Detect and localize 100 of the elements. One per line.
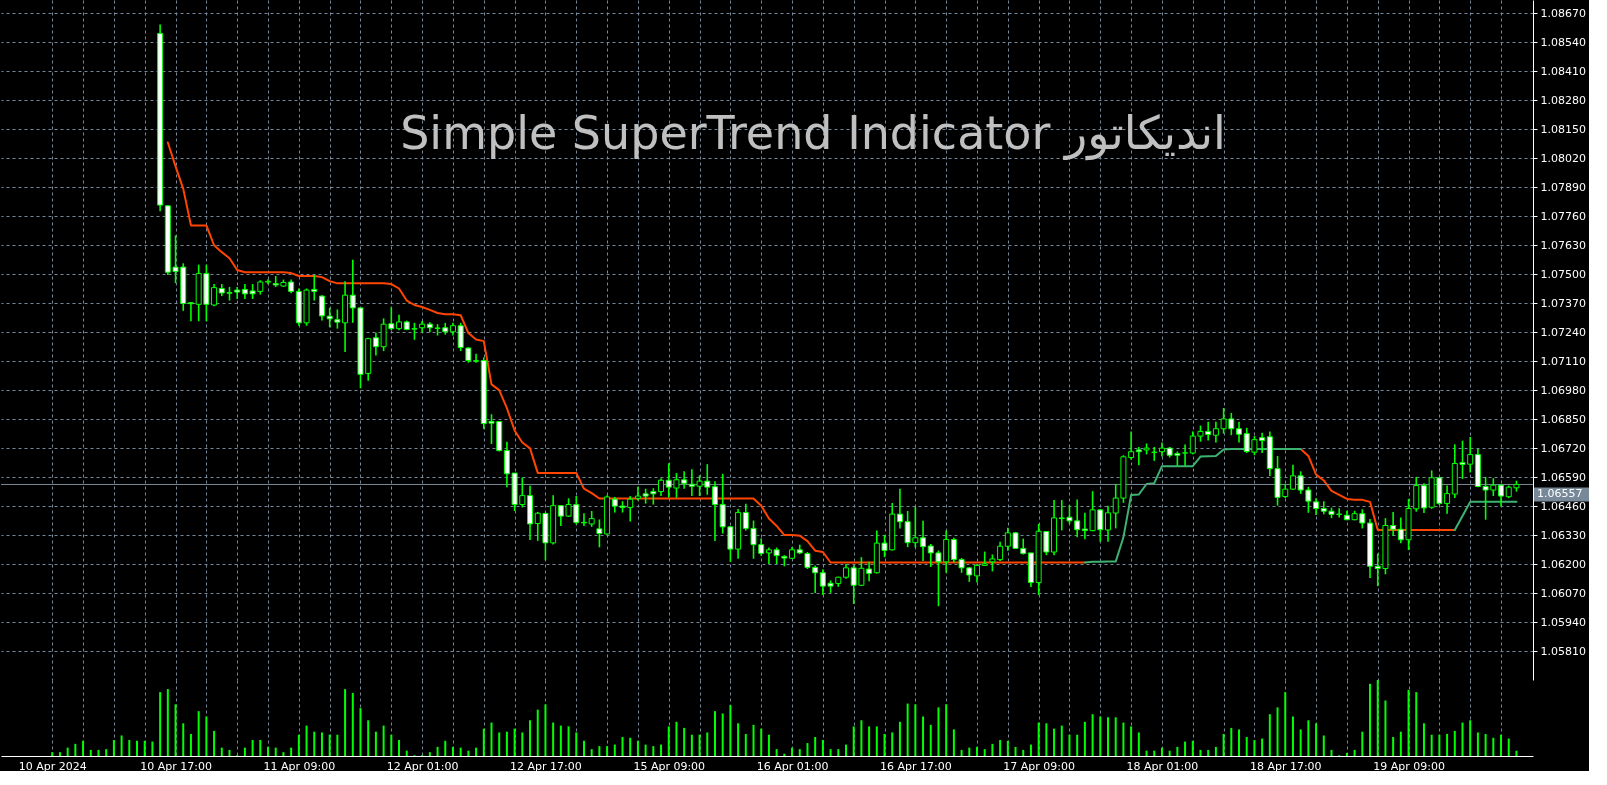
bar: [1407, 689, 1410, 756]
bar: [1222, 733, 1225, 756]
bar: [1476, 732, 1479, 756]
bar: [112, 740, 115, 756]
bar: [829, 749, 832, 756]
bar: [1199, 749, 1202, 756]
bar: [675, 721, 678, 756]
x-tick-label: 18 Apr 17:00: [1249, 759, 1322, 773]
bar: [529, 720, 532, 756]
bar: [143, 740, 146, 756]
bar: [914, 704, 917, 756]
bar: [1384, 700, 1387, 756]
bar: [575, 732, 578, 756]
bar: [313, 731, 316, 756]
bar: [1207, 749, 1210, 756]
bar: [844, 744, 847, 756]
bar: [58, 752, 61, 756]
bar: [960, 749, 963, 756]
bar: [159, 692, 162, 756]
bar: [814, 737, 817, 756]
bar: [860, 720, 863, 756]
bar: [1214, 746, 1217, 756]
candlestick: [318, 294, 325, 322]
bar: [929, 724, 932, 756]
bar: [852, 726, 855, 756]
bar: [683, 727, 686, 756]
bar: [1430, 734, 1433, 756]
bar: [482, 728, 485, 756]
bar: [983, 749, 986, 756]
bar: [1453, 730, 1456, 756]
bar: [1245, 737, 1248, 756]
bar: [328, 734, 331, 756]
bar: [1392, 737, 1395, 756]
bar: [267, 746, 270, 756]
bar: [1315, 723, 1318, 756]
bar: [721, 713, 724, 756]
bar: [220, 747, 223, 756]
bar: [1415, 692, 1418, 756]
bar: [1484, 733, 1487, 756]
bar: [1500, 734, 1503, 756]
bar: [1369, 683, 1372, 756]
bar: [906, 703, 909, 756]
bar: [1461, 722, 1464, 756]
bar: [1361, 731, 1364, 756]
bar: [1184, 741, 1187, 756]
x-tick-label: 16 Apr 17:00: [879, 759, 952, 773]
bar: [1253, 740, 1256, 756]
bar: [513, 728, 516, 756]
bar: [821, 740, 824, 756]
bar: [898, 721, 901, 756]
bar: [1469, 720, 1472, 756]
bar: [660, 744, 663, 756]
bar: [1153, 750, 1156, 756]
x-tick-label: 10 Apr 2024: [18, 759, 87, 773]
bar: [767, 734, 770, 756]
x-tick-label: 11 Apr 09:00: [263, 759, 336, 773]
bar: [744, 733, 747, 756]
bar: [128, 740, 131, 756]
bar: [737, 723, 740, 756]
bar: [120, 735, 123, 756]
bar: [945, 704, 948, 756]
bar: [290, 747, 293, 756]
bar: [760, 728, 763, 756]
bar: [644, 744, 647, 756]
bar: [320, 732, 323, 756]
bar: [336, 734, 339, 756]
bar: [1137, 732, 1140, 756]
bar: [498, 732, 501, 756]
x-tick-label: 10 Apr 17:00: [140, 759, 212, 773]
bar: [213, 730, 216, 756]
bar: [189, 733, 192, 756]
x-tick-label: 12 Apr 01:00: [386, 759, 459, 773]
bar: [952, 729, 955, 756]
bar: [505, 731, 508, 756]
bar: [274, 747, 277, 756]
bar: [1330, 749, 1333, 756]
bar: [1045, 723, 1048, 756]
bar: [521, 732, 524, 756]
bar: [89, 749, 92, 756]
bar: [467, 750, 470, 756]
x-tick-label: 17 Apr 09:00: [1003, 759, 1076, 773]
bar: [1037, 722, 1040, 756]
bar: [582, 740, 585, 756]
bar: [136, 740, 139, 756]
bar: [798, 749, 801, 756]
bar: [174, 704, 177, 756]
bar: [398, 740, 401, 756]
bar: [536, 709, 539, 756]
bar: [451, 746, 454, 756]
bar: [351, 692, 354, 756]
bar: [1053, 728, 1056, 756]
bar: [559, 725, 562, 756]
bar: [621, 737, 624, 756]
bar: [1099, 716, 1102, 756]
bar: [1438, 734, 1441, 756]
bar: [1291, 716, 1294, 756]
bar: [868, 726, 871, 756]
candlestick: [326, 307, 333, 329]
bar: [1322, 735, 1325, 756]
bar: [367, 720, 370, 756]
